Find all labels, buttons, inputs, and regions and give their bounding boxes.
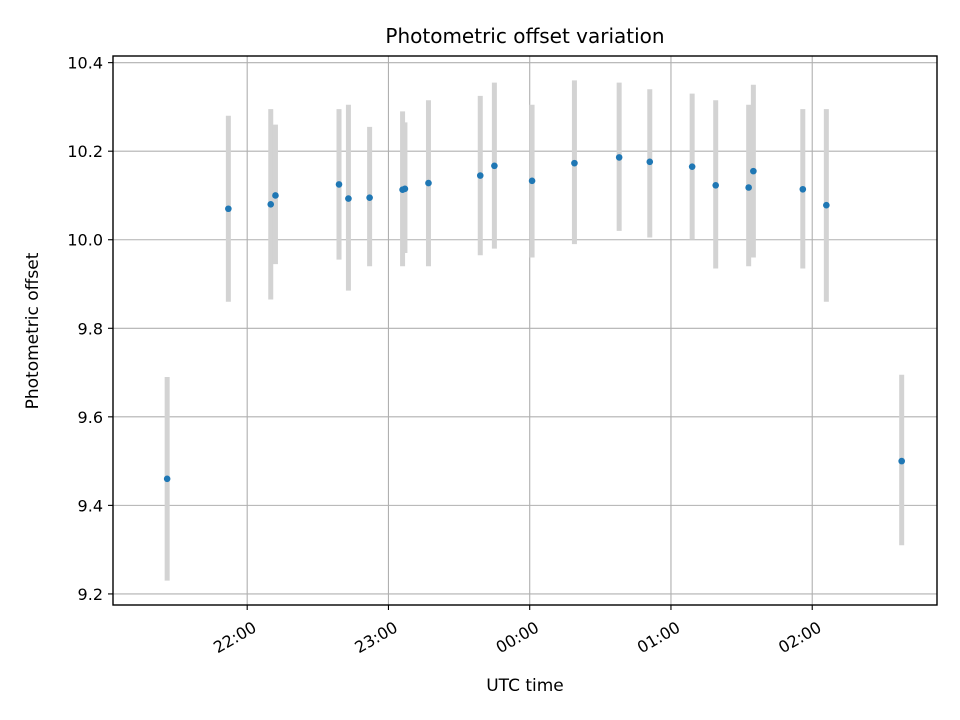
data-point bbox=[272, 192, 279, 199]
data-point bbox=[898, 457, 905, 465]
data-points bbox=[163, 154, 905, 483]
data-point bbox=[615, 154, 623, 161]
y-tick-label: 10.2 bbox=[67, 142, 103, 161]
data-point bbox=[163, 475, 171, 483]
data-point bbox=[528, 177, 536, 185]
data-point bbox=[823, 201, 830, 209]
y-tick-label: 9.6 bbox=[78, 408, 103, 427]
data-point bbox=[799, 185, 807, 193]
data-point bbox=[646, 158, 654, 166]
y-axis-label: Photometric offset bbox=[23, 252, 43, 409]
data-point bbox=[688, 163, 696, 170]
data-point bbox=[401, 185, 409, 193]
data-point bbox=[335, 181, 343, 188]
data-point bbox=[225, 205, 232, 213]
data-point bbox=[267, 201, 275, 208]
data-point bbox=[571, 159, 578, 167]
y-tick-label: 9.2 bbox=[78, 585, 103, 604]
y-axis-ticks: 9.2 9.4 9.6 9.8 10.0 10.2 10.4 bbox=[67, 54, 113, 604]
y-tick-label: 9.4 bbox=[78, 496, 103, 515]
data-point bbox=[425, 179, 432, 187]
y-tick-label: 9.8 bbox=[78, 319, 103, 338]
data-point bbox=[745, 184, 752, 191]
data-point bbox=[476, 172, 484, 179]
data-point bbox=[750, 167, 757, 175]
data-point bbox=[345, 195, 352, 202]
y-tick-label: 10.0 bbox=[67, 231, 103, 250]
data-point bbox=[366, 194, 373, 201]
data-point bbox=[491, 162, 498, 170]
chart-title: Photometric offset variation bbox=[385, 24, 664, 48]
x-axis-label: UTC time bbox=[486, 676, 564, 696]
y-tick-label: 10.4 bbox=[67, 54, 103, 73]
plot-frame bbox=[112, 55, 938, 606]
data-point bbox=[712, 181, 719, 189]
